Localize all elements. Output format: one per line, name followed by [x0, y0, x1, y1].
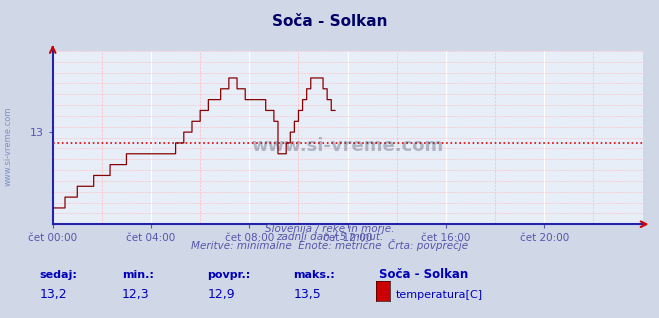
Text: Meritve: minimalne  Enote: metrične  Črta: povprečje: Meritve: minimalne Enote: metrične Črta:… [191, 239, 468, 251]
Text: maks.:: maks.: [293, 270, 335, 280]
Text: 13,5: 13,5 [293, 288, 321, 301]
Text: www.si-vreme.com: www.si-vreme.com [4, 107, 13, 186]
Text: 12,9: 12,9 [208, 288, 235, 301]
Text: Slovenija / reke in morje.: Slovenija / reke in morje. [265, 224, 394, 233]
Text: min.:: min.: [122, 270, 154, 280]
Text: zadnji dan / 5 minut.: zadnji dan / 5 minut. [276, 232, 383, 242]
Text: www.si-vreme.com: www.si-vreme.com [252, 137, 444, 155]
Text: 12,3: 12,3 [122, 288, 150, 301]
Text: temperatura[C]: temperatura[C] [395, 290, 482, 300]
Text: Soča - Solkan: Soča - Solkan [272, 14, 387, 29]
Text: Soča - Solkan: Soča - Solkan [379, 268, 468, 281]
Text: sedaj:: sedaj: [40, 270, 77, 280]
Text: povpr.:: povpr.: [208, 270, 251, 280]
Text: 13,2: 13,2 [40, 288, 67, 301]
